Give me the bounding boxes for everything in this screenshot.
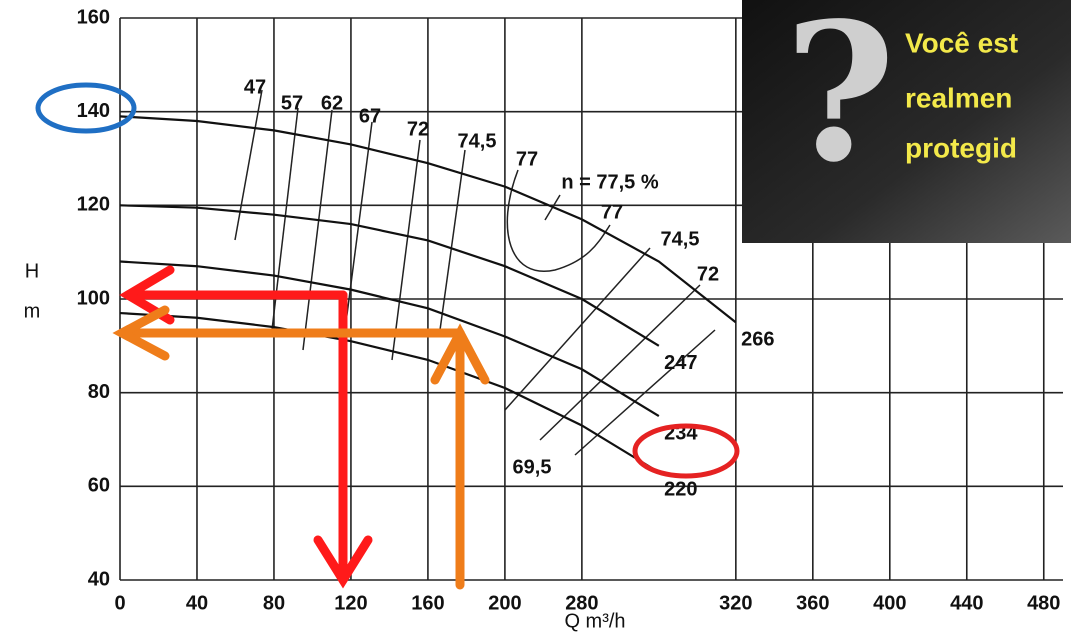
overlay-panel: ? Você est realmen protegid: [742, 0, 1071, 243]
y-tick-label: 40: [88, 568, 110, 590]
x-tick-label: 0: [114, 592, 125, 614]
orange-arrow: [112, 305, 490, 590]
x-axis-label: Q m³/h: [564, 610, 625, 632]
pump-curve: [119, 115, 737, 324]
x-tick-label: 280: [565, 592, 598, 614]
x-tick-label: 440: [950, 592, 983, 614]
efficiency-label: 69,5: [513, 456, 552, 478]
efficiency-label: 72: [407, 118, 429, 140]
efficiency-label: 67: [359, 105, 381, 127]
x-tick-label: 40: [186, 592, 208, 614]
x-tick-label: 200: [488, 592, 521, 614]
y-tick-label: 160: [77, 6, 110, 28]
pump-curve: [119, 204, 660, 347]
efficiency-label: 77: [516, 148, 538, 170]
y-tick-label: 140: [77, 100, 110, 122]
question-icon: ?: [784, 0, 895, 204]
efficiency-label: 72: [697, 263, 719, 285]
efficiency-label: 57: [281, 92, 303, 114]
highlight-ellipse: [632, 423, 740, 479]
y-tick-label: 100: [77, 287, 110, 309]
overlay-line: realmen: [905, 82, 1012, 113]
efficiency-label: 62: [321, 92, 343, 114]
overlay-line: Você est: [905, 27, 1018, 58]
y-tick-label: 80: [88, 381, 110, 403]
y-tick-label: 60: [88, 475, 110, 497]
x-tick-label: 360: [796, 592, 829, 614]
curve-label: 266: [741, 329, 774, 351]
y-axis-label: H: [25, 260, 39, 282]
efficiency-lines: [234, 89, 716, 456]
overlay-line: protegid: [905, 132, 1017, 163]
x-tick-label: 120: [334, 592, 367, 614]
x-tick-label: 480: [1027, 592, 1060, 614]
pump-curve: [119, 311, 660, 474]
efficiency-label: 77: [601, 201, 623, 223]
y-tick-label: 120: [77, 194, 110, 216]
highlight-ellipse: [35, 82, 137, 134]
curve-label: 247: [664, 352, 697, 374]
efficiency-label: 47: [244, 76, 266, 98]
x-tick-label: 320: [719, 592, 752, 614]
x-tick-label: 80: [263, 592, 285, 614]
x-tick-label: 400: [873, 592, 906, 614]
curve-label: 220: [664, 479, 697, 501]
efficiency-label: n = 77,5 %: [561, 171, 658, 193]
y-axis-unit: m: [24, 300, 41, 322]
panel-background: [742, 0, 1071, 243]
efficiency-label: 74,5: [458, 130, 497, 152]
x-tick-label: 160: [411, 592, 444, 614]
red-arrow: [119, 265, 373, 589]
efficiency-label: 74,5: [661, 228, 700, 250]
pump-curve: [119, 260, 660, 418]
